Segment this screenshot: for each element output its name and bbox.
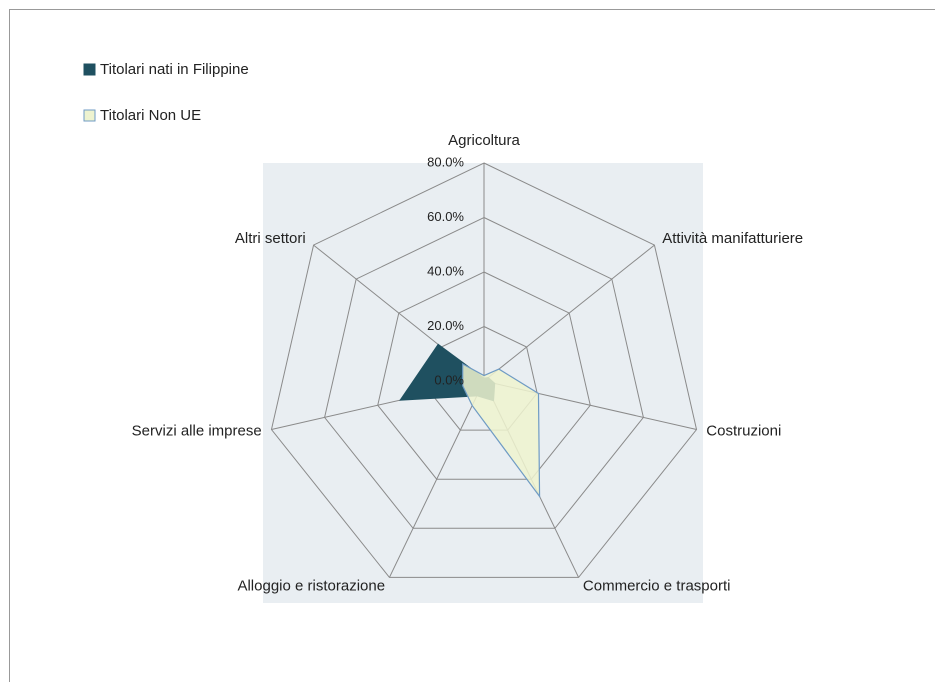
category-label: Servizi alle imprese [132,423,262,440]
legend-swatch [83,109,96,122]
category-label: Commercio e trasporti [583,577,731,594]
category-label: Attività manifatturiere [662,230,803,247]
category-label: Costruzioni [706,423,781,440]
tick-label: 80.0% [427,154,464,169]
tick-label: 20.0% [427,318,464,333]
series-area [462,363,541,499]
legend-swatch [83,63,96,76]
axis-spoke [483,244,655,382]
legend-label: Titolari Non UE [100,107,201,124]
grid-line [324,216,644,529]
legend-label: Titolari nati in Filippine [100,61,249,78]
tick-label: 60.0% [427,209,464,224]
grid-line [270,162,698,578]
category-label: Agricoltura [448,132,520,149]
axis-spoke [388,380,485,578]
grid-line [377,271,591,480]
category-label: Alloggio e ristorazione [237,577,385,594]
tick-label: 40.0% [427,263,464,278]
tick-label: 0.0% [434,372,464,387]
category-label: Altri settori [235,230,306,247]
